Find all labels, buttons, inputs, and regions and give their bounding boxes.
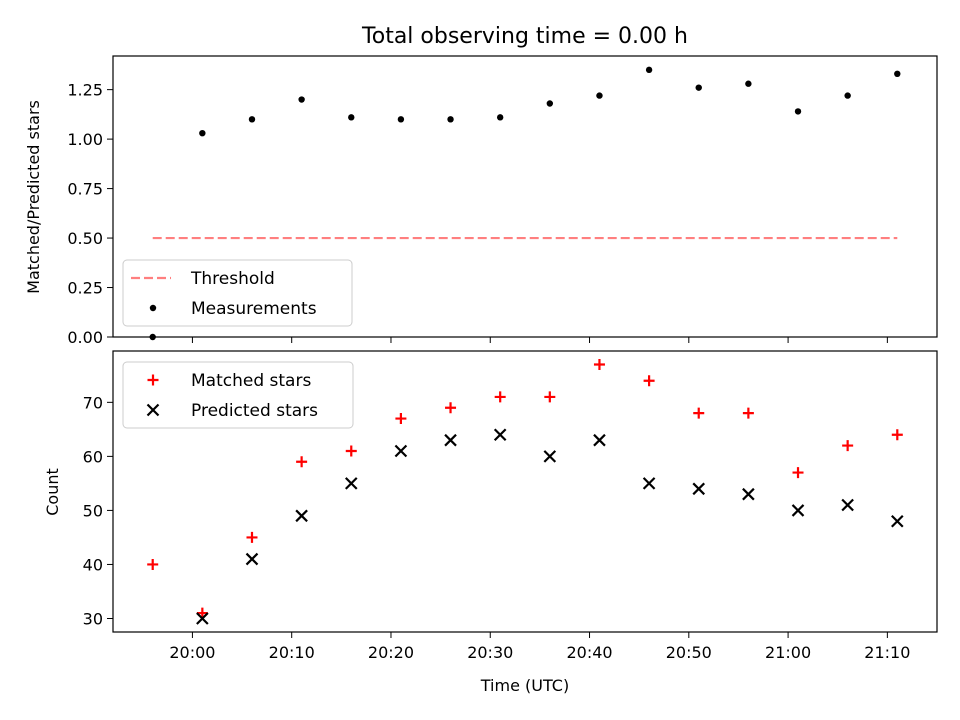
matched-point [147, 558, 159, 570]
legend-label: Predicted stars [191, 401, 318, 421]
predicted-point [742, 487, 755, 501]
predicted-point [493, 428, 507, 442]
matched-point [345, 445, 357, 457]
legend-label: Measurements [191, 299, 317, 319]
plot-frame [112, 55, 938, 338]
predicted-point [692, 482, 706, 496]
x-tick-label: 20:30 [467, 643, 513, 662]
chart-title: Total observing time = 0.00 h [361, 24, 688, 49]
predicted-point [841, 498, 854, 512]
measurement-point [546, 100, 554, 107]
top-legend [122, 259, 353, 327]
y-tick-label: 40 [83, 555, 103, 574]
matched-point [296, 456, 308, 468]
y-tick-label: 0.25 [67, 279, 103, 298]
matched-point [643, 375, 655, 387]
y-tick-label: 70 [83, 393, 103, 412]
matched-point [494, 391, 506, 403]
predicted-point [791, 504, 805, 517]
x-tick-label: 20:10 [269, 643, 315, 662]
bottom-legend [122, 361, 354, 429]
predicted-point [891, 514, 904, 528]
y-tick-label: 50 [83, 501, 103, 520]
predicted-point [196, 612, 209, 625]
matched-point [246, 531, 258, 543]
measurement-point [695, 84, 702, 91]
matched-point [792, 467, 804, 479]
matched-point [196, 607, 208, 619]
measurement-point [844, 92, 851, 99]
measurement-point [248, 116, 256, 123]
y-tick-label: 30 [83, 609, 103, 628]
measurement-point [348, 114, 355, 121]
measurement-point [496, 114, 504, 121]
legend-label: Threshold [190, 269, 275, 289]
ratio-plot-area: 0.00 0.25 0.50 0.75 1.00 1.25 Threshold Measure… [67, 55, 938, 347]
predicted-point [642, 477, 656, 490]
matched-point [842, 440, 854, 452]
measurement-point [447, 116, 454, 123]
predicted-point [543, 450, 557, 463]
plot-frame [112, 350, 938, 633]
measurement-point [596, 92, 603, 99]
x-tick-label: 21:10 [864, 643, 910, 662]
measurement-point [397, 116, 405, 123]
matched-point [544, 391, 556, 403]
y-tick-label: 0.50 [67, 229, 103, 248]
predicted-point [444, 433, 457, 447]
y-tick-label: 1.00 [67, 130, 103, 149]
matched-point [891, 429, 903, 441]
x-tick-label: 20:40 [566, 643, 612, 662]
legend-measurement-swatch [149, 304, 157, 312]
x-tick-label: 20:20 [368, 643, 414, 662]
x-axis-label: Time (UTC) [480, 676, 569, 695]
top-y-axis-label: Matched/Predicted stars [24, 100, 43, 294]
x-tick-label: 21:00 [765, 643, 811, 662]
legend-label: Matched stars [191, 371, 311, 391]
matched-point [445, 402, 457, 414]
x-tick-label: 20:50 [666, 643, 712, 662]
measurement-point [794, 108, 802, 115]
predicted-point [245, 552, 259, 566]
bottom-y-axis-label: Count [43, 468, 62, 516]
legend-matched-swatch [147, 374, 159, 386]
y-tick-label: 0.75 [67, 180, 103, 199]
count-plot-area: 20:00 20:10 20:20 20:30 20:40 20:50 21:00 21:10… [83, 350, 938, 662]
measurement-point [745, 80, 752, 87]
y-tick-label: 0.00 [67, 328, 103, 347]
x-tick-label: 20:00 [169, 643, 215, 662]
measurement-point [298, 96, 305, 103]
predicted-point [593, 433, 606, 447]
matched-point [693, 407, 705, 419]
matched-point [593, 359, 605, 371]
measurement-point [199, 129, 206, 137]
matched-point [395, 413, 407, 425]
legend-predicted-swatch [146, 403, 160, 417]
predicted-point [295, 509, 308, 523]
measurement-point [645, 66, 653, 74]
predicted-point [394, 444, 408, 458]
y-tick-label: 1.25 [67, 81, 103, 100]
matched-point [742, 407, 754, 419]
y-tick-label: 60 [83, 447, 103, 466]
measurement-point [894, 70, 901, 78]
predicted-point [344, 477, 358, 490]
